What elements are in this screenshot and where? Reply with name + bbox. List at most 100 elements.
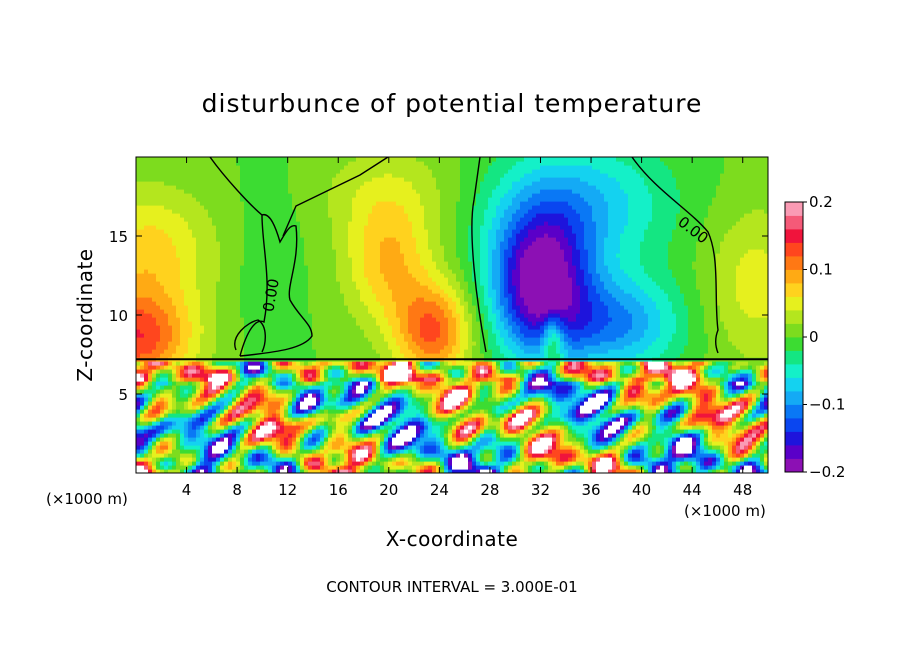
heatmap-cell: [136, 173, 141, 178]
heatmap-cell: [220, 173, 225, 178]
heatmap-cell: [356, 325, 361, 330]
heatmap-cell: [384, 289, 389, 294]
heatmap-cell: [276, 417, 281, 422]
heatmap-cell: [136, 245, 141, 250]
heatmap-cell: [228, 321, 233, 326]
heatmap-cell: [284, 309, 289, 314]
heatmap-cell: [248, 401, 253, 406]
heatmap-cell: [336, 341, 341, 346]
heatmap-cell: [284, 461, 289, 466]
heatmap-cell: [144, 381, 149, 386]
heatmap-cell: [160, 305, 165, 310]
heatmap-cell: [164, 213, 169, 218]
heatmap-cell: [216, 233, 221, 238]
heatmap-cell: [216, 369, 221, 374]
heatmap-cell: [296, 285, 301, 290]
heatmap-cell: [340, 317, 345, 322]
heatmap-cell: [164, 337, 169, 342]
heatmap-cell: [336, 245, 341, 250]
heatmap-cell: [364, 265, 369, 270]
heatmap-cell: [176, 245, 181, 250]
heatmap-cell: [184, 253, 189, 258]
heatmap-cell: [168, 293, 173, 298]
heatmap-cell: [136, 353, 141, 358]
heatmap-cell: [248, 229, 253, 234]
heatmap-cell: [180, 421, 185, 426]
heatmap-cell: [364, 385, 369, 390]
heatmap-cell: [348, 449, 353, 454]
heatmap-cell: [156, 405, 161, 410]
heatmap-cell: [156, 373, 161, 378]
heatmap-cell: [168, 389, 173, 394]
heatmap-cell: [248, 205, 253, 210]
heatmap-cell: [220, 245, 225, 250]
heatmap-cell: [372, 317, 377, 322]
heatmap-cell: [288, 229, 293, 234]
heatmap-cell: [256, 289, 261, 294]
heatmap-cell: [292, 385, 297, 390]
heatmap-cell: [264, 365, 269, 370]
heatmap-cell: [188, 309, 193, 314]
heatmap-cell: [312, 333, 317, 338]
heatmap-cell: [228, 393, 233, 398]
heatmap-cell: [372, 273, 377, 278]
heatmap-cell: [348, 389, 353, 394]
heatmap-cell: [268, 265, 273, 270]
heatmap-cell: [368, 309, 373, 314]
heatmap-cell: [368, 185, 373, 190]
heatmap-cell: [352, 413, 357, 418]
heatmap-cell: [312, 373, 317, 378]
heatmap-cell: [328, 405, 333, 410]
heatmap-cell: [208, 229, 213, 234]
heatmap-cell: [324, 185, 329, 190]
heatmap-cell: [360, 373, 365, 378]
heatmap-cell: [284, 381, 289, 386]
heatmap-cell: [368, 469, 373, 473]
heatmap-cell: [292, 429, 297, 434]
heatmap-cell: [304, 377, 309, 382]
heatmap-cell: [376, 385, 381, 390]
heatmap-cell: [164, 325, 169, 330]
heatmap-cell: [188, 209, 193, 214]
heatmap-cell: [336, 193, 341, 198]
heatmap-cell: [224, 449, 229, 454]
heatmap-cell: [292, 465, 297, 470]
heatmap-cell: [216, 457, 221, 462]
heatmap-cell: [240, 157, 245, 162]
heatmap-cell: [252, 181, 257, 186]
heatmap-cell: [224, 305, 229, 310]
heatmap-cell: [220, 161, 225, 166]
heatmap-cell: [236, 169, 241, 174]
heatmap-cell: [208, 333, 213, 338]
heatmap-cell: [292, 457, 297, 462]
heatmap-cell: [316, 313, 321, 318]
heatmap-cell: [304, 329, 309, 334]
heatmap-cell: [356, 441, 361, 446]
heatmap-cell: [384, 469, 389, 473]
heatmap-cell: [300, 377, 305, 382]
heatmap-cell: [324, 361, 329, 366]
heatmap-cell: [140, 385, 145, 390]
heatmap-cell: [264, 245, 269, 250]
heatmap-cell: [164, 381, 169, 386]
heatmap-cell: [160, 221, 165, 226]
heatmap-cell: [280, 253, 285, 258]
heatmap-cell: [328, 277, 333, 282]
heatmap-cell: [336, 461, 341, 466]
heatmap-cell: [292, 293, 297, 298]
heatmap-cell: [384, 313, 389, 318]
heatmap-cell: [176, 429, 181, 434]
heatmap-cell: [316, 345, 321, 350]
heatmap-cell: [296, 457, 301, 462]
heatmap-cell: [264, 425, 269, 430]
heatmap-cell: [144, 313, 149, 318]
heatmap-cell: [296, 209, 301, 214]
heatmap-cell: [300, 429, 305, 434]
heatmap-cell: [252, 309, 257, 314]
heatmap-cell: [360, 337, 365, 342]
heatmap-cell: [368, 285, 373, 290]
heatmap-cell: [268, 237, 273, 242]
heatmap-cell: [208, 205, 213, 210]
heatmap-cell: [272, 265, 277, 270]
heatmap-cell: [316, 265, 321, 270]
